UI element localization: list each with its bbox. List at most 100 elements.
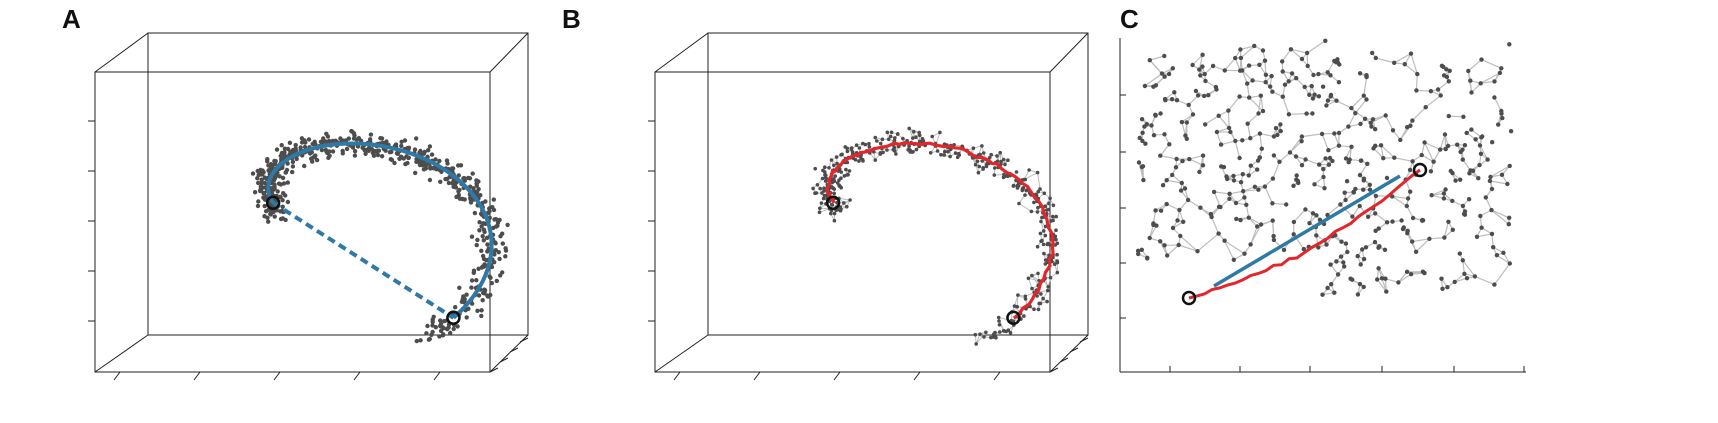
data-point <box>258 188 263 194</box>
data-point <box>283 193 288 198</box>
graph-node <box>811 186 815 191</box>
graph-edge <box>1264 60 1267 75</box>
graph-node <box>1016 293 1020 297</box>
graph-node <box>1233 200 1239 206</box>
data-point <box>344 146 350 152</box>
graph-edge <box>1214 191 1230 195</box>
graph-node <box>894 152 898 156</box>
graph-node <box>1468 168 1473 173</box>
data-point <box>474 278 479 283</box>
graph-node <box>1237 155 1242 161</box>
graph-node <box>1286 79 1291 84</box>
axis-tick <box>753 371 761 381</box>
graph-node <box>1172 90 1177 95</box>
graph-node <box>1359 158 1364 163</box>
graph-edge <box>1351 107 1366 120</box>
graph-node <box>1218 142 1224 147</box>
graph-node <box>1499 172 1505 177</box>
data-point <box>340 151 345 156</box>
data-point <box>427 177 433 183</box>
graph-node <box>1410 118 1415 123</box>
graph-node <box>1245 81 1250 86</box>
graph-node <box>939 153 943 157</box>
data-point <box>256 199 261 204</box>
graph-node <box>1173 165 1179 170</box>
graph-node <box>1338 202 1343 207</box>
graph-node <box>1222 238 1227 243</box>
graph-node <box>1260 48 1266 53</box>
data-point <box>274 173 280 178</box>
graph-edge <box>1264 186 1273 204</box>
data-point <box>371 153 377 158</box>
graph-node <box>1405 228 1410 233</box>
graph-edge <box>1288 113 1307 115</box>
graph-node <box>1222 68 1227 73</box>
graph-node <box>1355 292 1361 297</box>
graph-node <box>1439 63 1445 68</box>
graph-edge <box>1178 244 1198 252</box>
data-point <box>482 221 487 226</box>
graph-edge <box>1166 244 1180 256</box>
data-point <box>276 181 282 186</box>
graph-edge <box>1166 203 1180 211</box>
endpoint-marker <box>1181 290 1197 306</box>
graph-node <box>1319 131 1325 137</box>
graph-node <box>1048 243 1052 247</box>
graph-node <box>889 130 894 135</box>
data-point <box>483 199 488 204</box>
data-point <box>462 197 467 202</box>
graph-node <box>1024 188 1029 193</box>
panel-b: B <box>560 0 1120 423</box>
graph-node <box>1032 307 1036 312</box>
graph-edge <box>1248 97 1264 112</box>
graph-node <box>1226 125 1232 131</box>
graph-node <box>1186 102 1191 108</box>
graph-edge <box>1437 80 1450 90</box>
graph-node <box>1448 168 1453 174</box>
graph-node <box>873 158 878 162</box>
graph-node <box>1278 122 1283 127</box>
data-point <box>485 249 490 254</box>
graph-edge <box>1380 144 1395 159</box>
data-point <box>480 234 485 239</box>
graph-node <box>1478 151 1484 156</box>
panel-c-axes <box>1119 38 1526 373</box>
graph-node <box>1203 122 1208 127</box>
graph-node <box>1472 274 1478 279</box>
data-point <box>392 160 397 166</box>
data-point <box>492 217 497 222</box>
graph-node <box>1361 284 1366 290</box>
graph-node <box>1314 233 1319 238</box>
graph-node <box>1358 262 1363 267</box>
graph-node <box>1030 286 1034 291</box>
graph-node <box>1280 59 1285 64</box>
graph-node <box>1231 257 1236 262</box>
data-point <box>491 197 496 202</box>
graph-node <box>1238 217 1243 223</box>
graph-node <box>1049 219 1053 223</box>
graph-edge <box>1247 123 1251 139</box>
graph-node <box>1346 124 1351 129</box>
data-point <box>475 237 480 243</box>
graph-node <box>1282 82 1288 87</box>
panel-c-plot <box>1119 38 1526 373</box>
graph-node <box>1228 129 1233 135</box>
graph-node <box>1414 88 1419 93</box>
graph-edge <box>1489 180 1508 185</box>
graph-node <box>907 144 911 148</box>
graph-node <box>1270 176 1276 181</box>
graph-node <box>1440 286 1445 291</box>
graph-node <box>1375 277 1380 282</box>
data-point <box>412 147 418 152</box>
graph-node <box>1051 214 1055 219</box>
graph-node <box>1370 50 1375 56</box>
graph-node <box>1310 211 1316 216</box>
graph-edge <box>1248 217 1262 226</box>
graph-node <box>1023 297 1028 301</box>
data-point <box>278 216 284 222</box>
graph-node <box>1468 78 1473 83</box>
graph-node <box>1303 157 1308 162</box>
graph-node <box>973 332 978 337</box>
graph-edge <box>1224 240 1235 261</box>
panel-c: C <box>1119 0 1718 423</box>
